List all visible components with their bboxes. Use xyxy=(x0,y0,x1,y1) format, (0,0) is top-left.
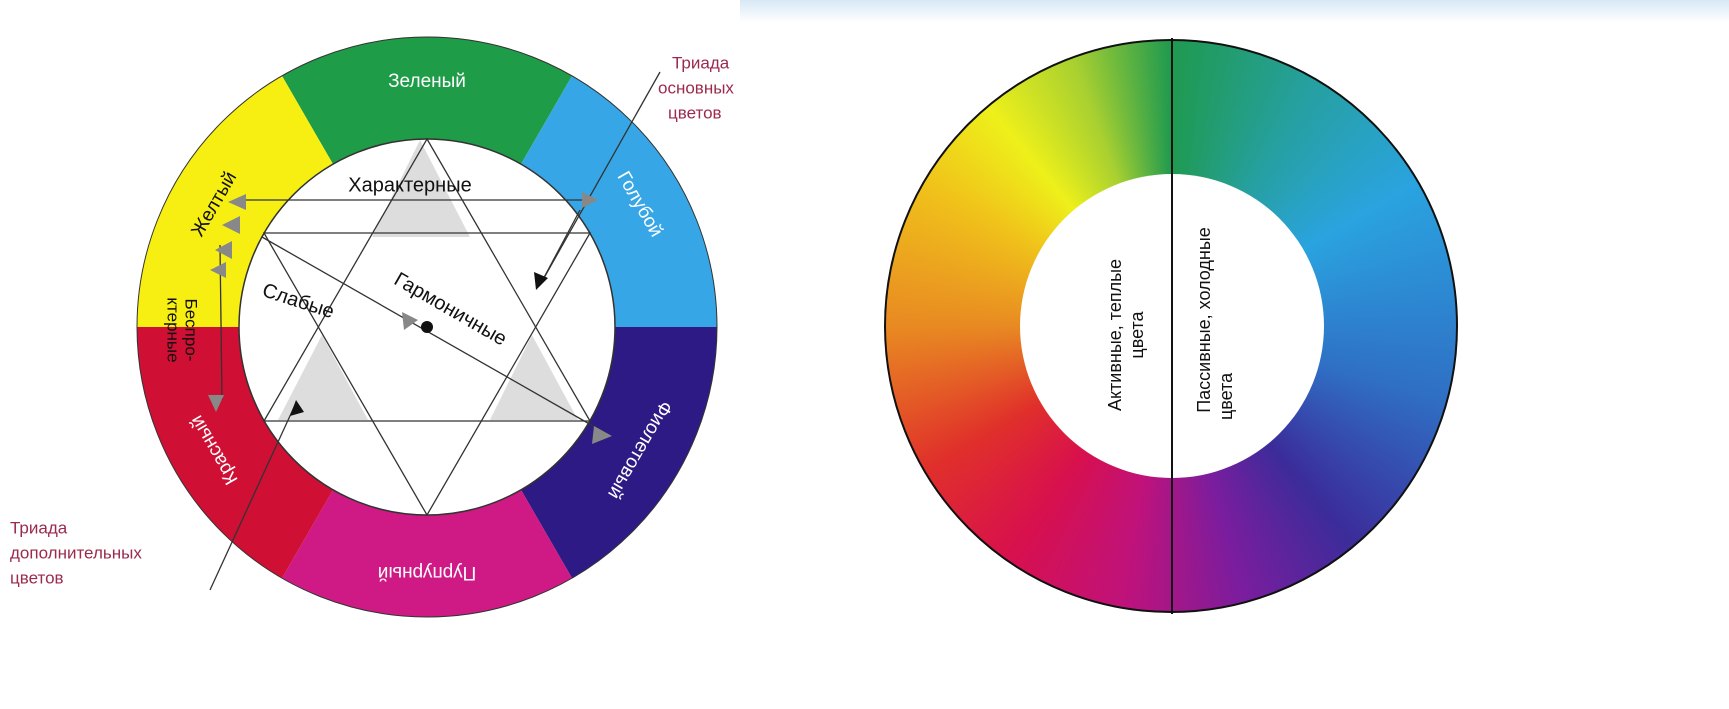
color-segment xyxy=(282,36,572,165)
arrows xyxy=(208,192,612,444)
segment-label: Зеленый xyxy=(388,71,466,92)
cold-label: Пассивные, холодные xyxy=(1194,227,1214,413)
cold-label: цвета xyxy=(1216,372,1236,420)
background-band xyxy=(740,0,1729,22)
color-segments xyxy=(136,36,718,618)
side-label: ктерные xyxy=(164,297,183,362)
segment-label: Пурпурный xyxy=(378,562,476,583)
callout: дополнительных xyxy=(10,543,142,562)
center-dot xyxy=(421,321,433,333)
warm-label: Активные, теплые xyxy=(1105,259,1125,411)
color-segment xyxy=(521,75,717,327)
callout: цветов xyxy=(10,568,64,587)
color-segment xyxy=(137,327,333,579)
callout: цветов xyxy=(668,103,722,122)
callout: Триада xyxy=(672,53,730,72)
color-segment xyxy=(521,327,717,579)
warm-label: цвета xyxy=(1127,310,1147,358)
color-segment xyxy=(282,489,572,617)
inner-label: Характерные xyxy=(348,174,471,196)
callout: Триада xyxy=(10,518,68,537)
outer-circle xyxy=(136,36,718,618)
callout: основных xyxy=(658,78,734,97)
side-label: Беспро- xyxy=(182,299,201,362)
shaded-triangles xyxy=(278,140,578,420)
hexagram xyxy=(209,71,661,591)
